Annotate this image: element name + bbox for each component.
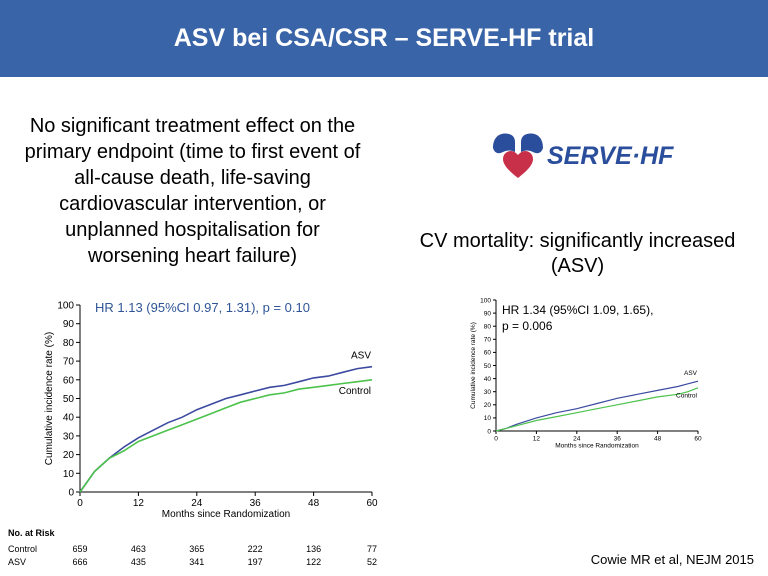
hazard-ratio-annotation: HR 1.34 (95%CI 1.09, 1.65),: [502, 303, 653, 317]
text-line: worsening heart failure): [88, 245, 297, 267]
y-tick-label: 0: [68, 488, 74, 499]
at-risk-value: 666: [72, 557, 87, 567]
y-tick-label: 50: [63, 394, 75, 405]
at-risk-value: 52: [367, 557, 377, 567]
logo-lung-right-icon: [521, 133, 543, 154]
series-label-control: Control: [339, 386, 371, 397]
at-risk-value: 365: [189, 544, 204, 554]
text-line: primary endpoint (time to first event of: [24, 141, 361, 163]
logo-wordmark: SERVE·HF: [547, 142, 674, 170]
y-tick-label: 30: [484, 389, 492, 396]
x-axis-label: Months since Randomization: [555, 443, 639, 450]
at-risk-row-label: ASV: [8, 557, 26, 567]
series-label-asv: ASV: [351, 351, 371, 362]
series-label-control: Control: [676, 393, 698, 400]
y-tick-label: 100: [480, 297, 491, 304]
text-line: No significant treatment effect on the: [29, 115, 356, 137]
y-tick-label: 60: [63, 375, 75, 386]
x-tick-label: 0: [494, 436, 498, 443]
hazard-ratio-annotation: HR 1.13 (95%CI 0.97, 1.31), p = 0.10: [95, 300, 310, 315]
x-tick-label: 60: [366, 498, 378, 509]
logo-lung-left-icon: [493, 133, 515, 154]
cv-mortality-text: CV mortality: significantly increased (A…: [395, 229, 760, 279]
text-line: CV mortality: significantly increased: [419, 230, 736, 252]
series-line-control: [495, 387, 699, 432]
title-bar: ASV bei CSA/CSR – SERVE-HF trial: [0, 0, 768, 77]
at-risk-value: 435: [131, 557, 146, 567]
slide-title: ASV bei CSA/CSR – SERVE-HF trial: [173, 24, 595, 52]
y-tick-label: 70: [484, 337, 492, 344]
y-tick-label: 80: [63, 338, 75, 349]
series-line-asv: [79, 365, 373, 493]
y-tick-label: 90: [63, 319, 75, 330]
x-tick-label: 12: [533, 436, 541, 443]
x-tick-label: 48: [308, 498, 320, 509]
y-tick-label: 0: [487, 428, 491, 435]
series-line-control: [79, 379, 373, 493]
y-tick-label: 50: [484, 363, 492, 370]
x-tick-label: 12: [133, 498, 145, 509]
x-tick-label: 36: [250, 498, 262, 509]
x-tick-label: 60: [694, 436, 702, 443]
y-tick-label: 40: [63, 413, 75, 424]
primary-endpoint-chart: 0 10 20 30 40 50 60 70 80 90 100 0 12 24 36 48 60 Months …: [8, 300, 378, 567]
primary-endpoint-text: No significant treatment effect on the p…: [10, 113, 375, 269]
y-tick-label: 100: [57, 301, 74, 312]
serve-hf-logo: SERVE·HF: [493, 133, 674, 178]
x-tick-label: 0: [77, 498, 83, 509]
at-risk-value: 222: [248, 544, 263, 554]
at-risk-title: No. at Risk: [8, 528, 56, 538]
y-tick-label: 40: [484, 376, 492, 383]
cv-mortality-chart: 0 10 20 30 40 50 60 70 80 90 100 0 12 24 36 48 60 Months …: [470, 297, 702, 450]
y-tick-label: 10: [63, 469, 75, 480]
at-risk-value: 197: [248, 557, 263, 567]
citation: Cowie MR et al, NEJM 2015: [590, 552, 754, 567]
at-risk-value: 463: [131, 544, 146, 554]
text-line: all-cause death, life-saving: [74, 167, 311, 189]
at-risk-value: 122: [306, 557, 321, 567]
text-line: unplanned hospitalisation for: [65, 219, 320, 241]
at-risk-row-label: Control: [8, 544, 37, 554]
y-tick-label: 70: [63, 357, 75, 368]
y-tick-label: 20: [63, 450, 75, 461]
hazard-ratio-annotation: p = 0.006: [502, 319, 553, 333]
x-tick-label: 36: [614, 436, 622, 443]
x-tick-label: 48: [654, 436, 662, 443]
series-label-asv: ASV: [684, 370, 698, 377]
y-tick-label: 10: [484, 415, 492, 422]
y-axis-label: Cumulative incidence rate (%): [44, 332, 55, 465]
at-risk-value: 341: [189, 557, 204, 567]
y-axis-label: Cumulative incidence rate (%): [470, 322, 477, 409]
at-risk-value: 136: [306, 544, 321, 554]
series-line-asv: [495, 380, 699, 432]
y-tick-label: 20: [484, 402, 492, 409]
y-tick-label: 30: [63, 431, 75, 442]
at-risk-value: 77: [367, 544, 377, 554]
y-tick-label: 80: [484, 323, 492, 330]
text-line: cardiovascular intervention, or: [59, 193, 326, 215]
x-tick-label: 24: [191, 498, 203, 509]
y-tick-label: 90: [484, 310, 492, 317]
at-risk-value: 659: [72, 544, 87, 554]
text-line: (ASV): [550, 255, 605, 277]
logo-heart-icon: [503, 151, 533, 178]
x-tick-label: 24: [573, 436, 581, 443]
y-tick-label: 60: [484, 350, 492, 357]
x-axis-label: Months since Randomization: [162, 509, 290, 520]
